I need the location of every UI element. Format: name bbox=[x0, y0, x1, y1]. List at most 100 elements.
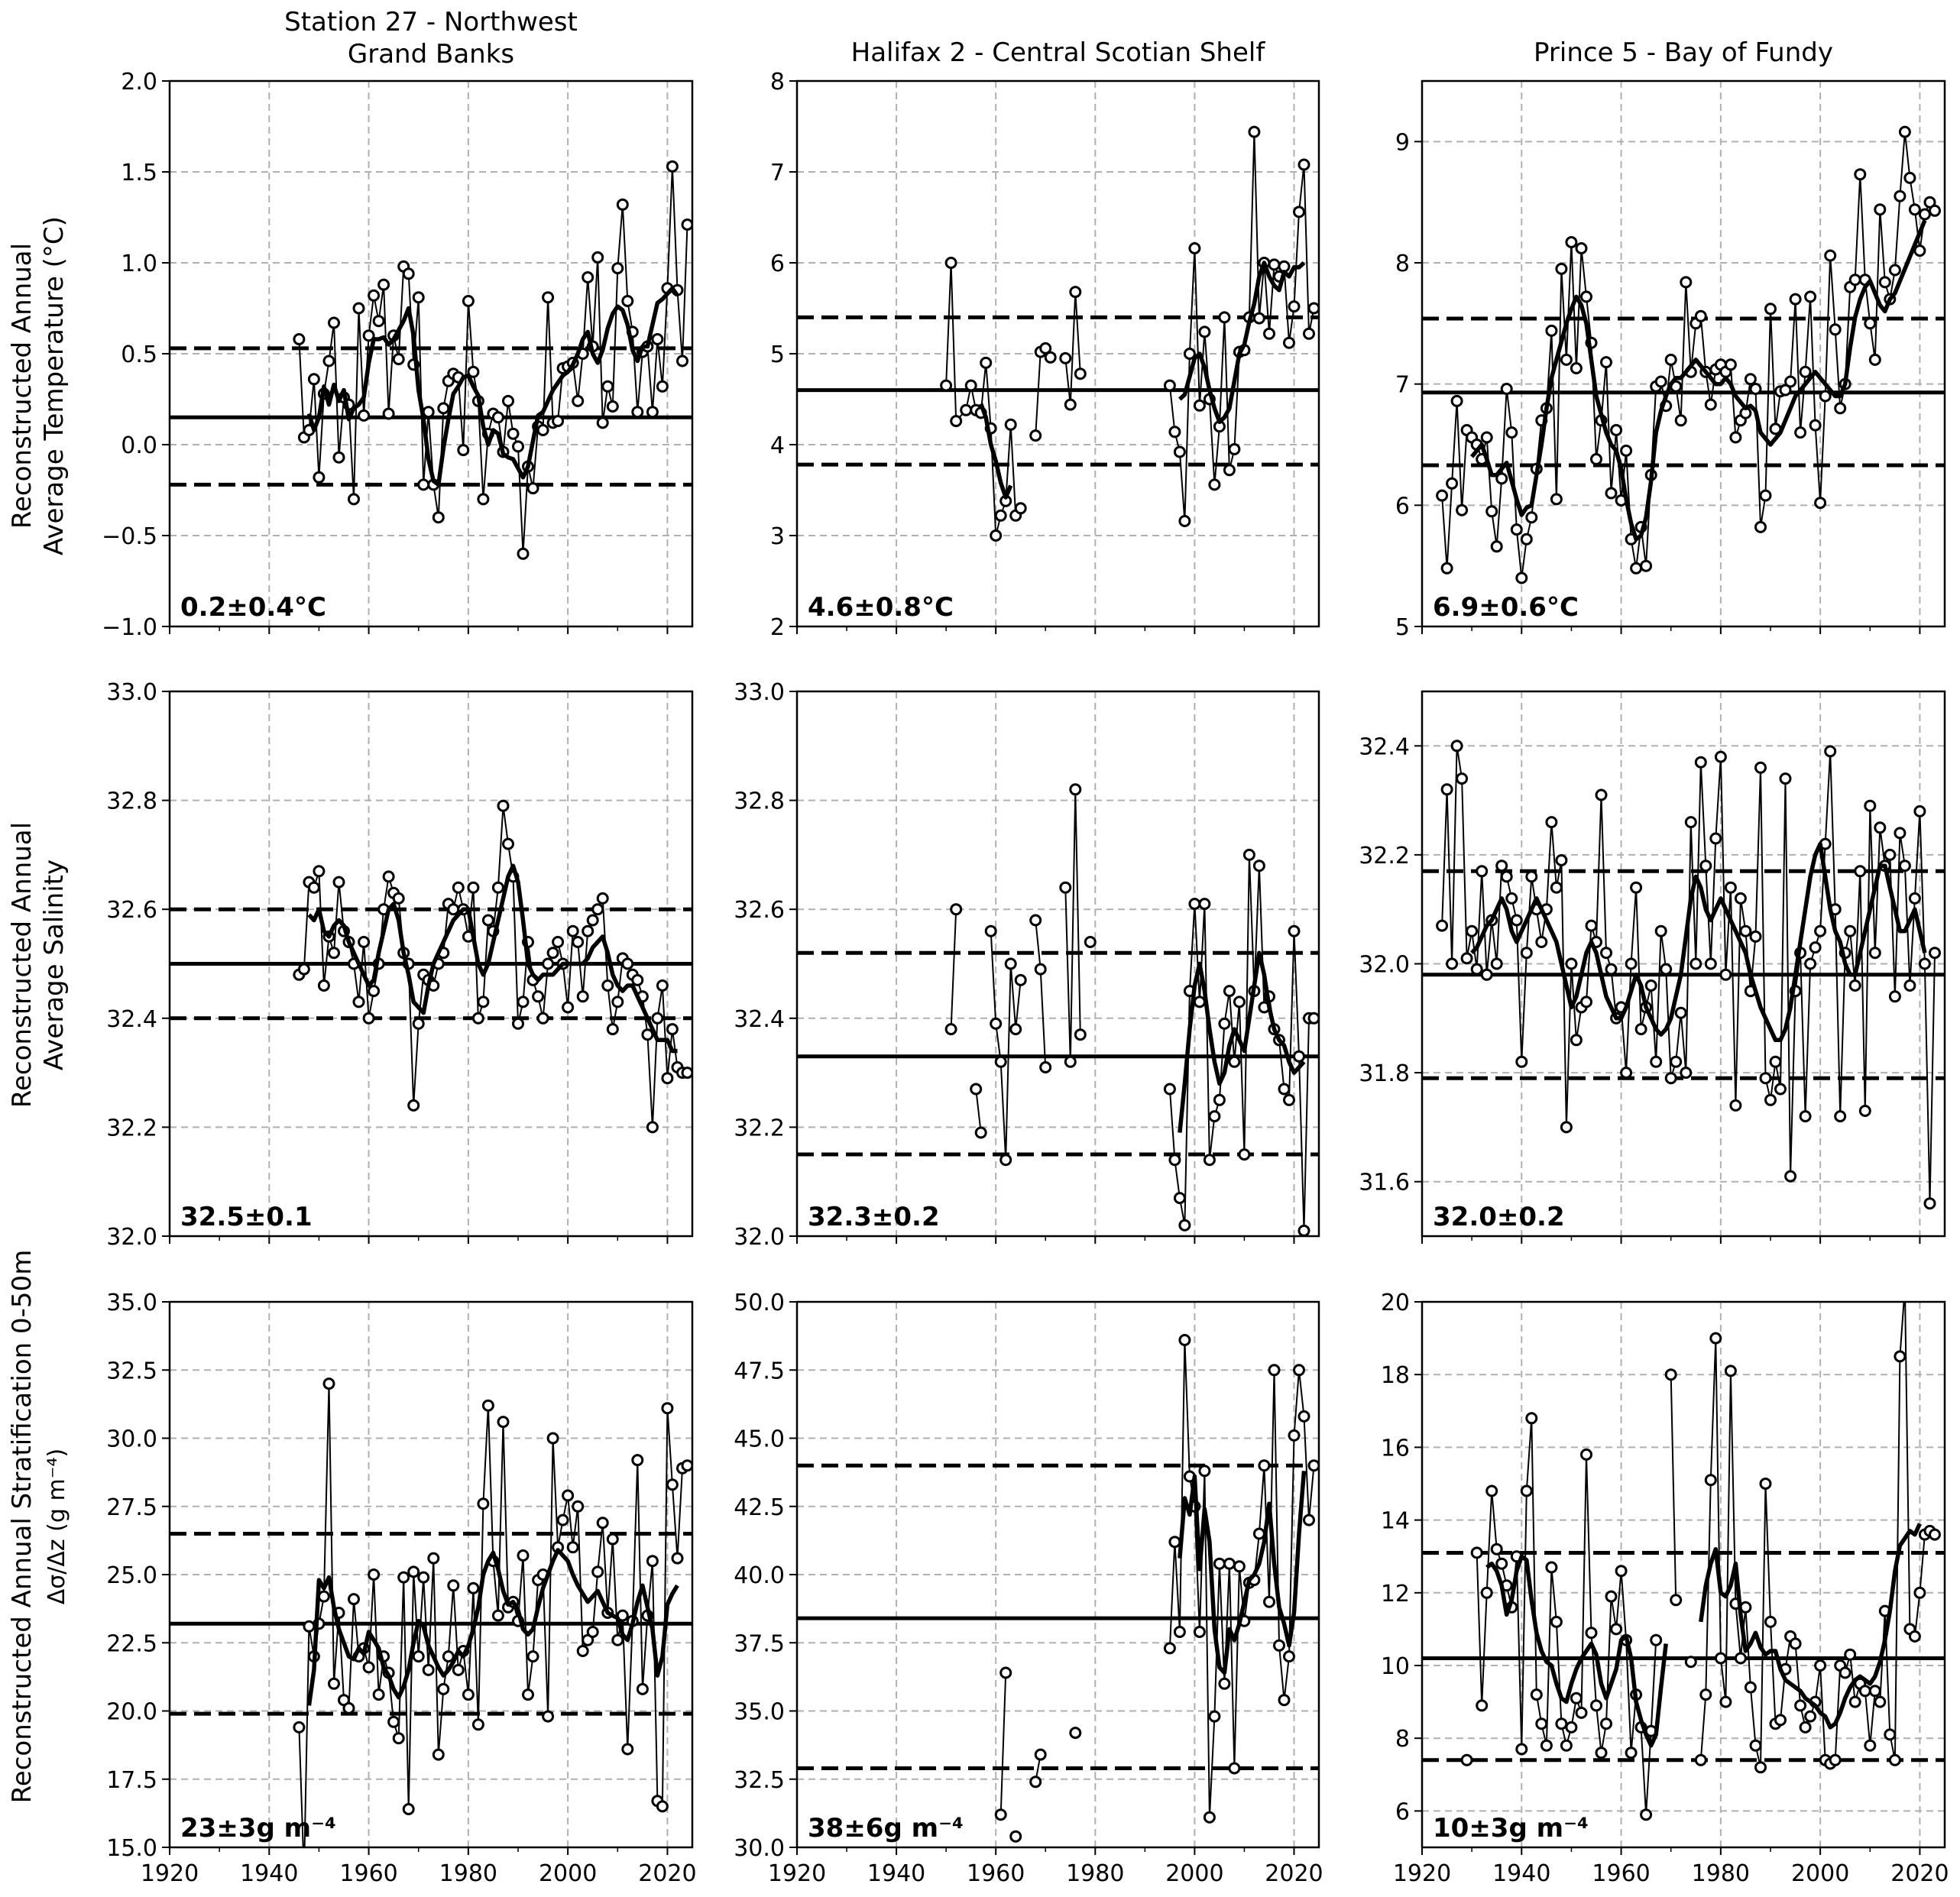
data-point bbox=[1297, 158, 1310, 171]
data-point bbox=[631, 1454, 644, 1467]
y-tick-label: 12 bbox=[1381, 1581, 1410, 1607]
data-point bbox=[437, 402, 450, 415]
data-point bbox=[1029, 914, 1042, 927]
data-point bbox=[1605, 1590, 1618, 1603]
data-point bbox=[1263, 327, 1275, 340]
data-point bbox=[1704, 957, 1717, 970]
data-point bbox=[1208, 478, 1221, 491]
data-point bbox=[1660, 963, 1673, 976]
smoothed-series-line bbox=[1469, 219, 1927, 542]
data-point bbox=[481, 914, 494, 927]
y-tick-label: 32.5 bbox=[734, 1767, 785, 1794]
panel-2-1: 1920 1940 1960 1980 2000 2020 30.0 32.5 35.0 37.5… bbox=[734, 1290, 1323, 1887]
data-point bbox=[1929, 1528, 1941, 1541]
data-point bbox=[1595, 788, 1608, 801]
data-point bbox=[447, 903, 460, 916]
data-point bbox=[1500, 870, 1513, 883]
data-point bbox=[1485, 505, 1498, 518]
data-point bbox=[1884, 848, 1897, 861]
data-point bbox=[297, 963, 310, 976]
data-point bbox=[307, 881, 320, 894]
y-tick-label: 32.5 bbox=[106, 1358, 157, 1384]
data-point bbox=[1450, 740, 1463, 753]
data-point bbox=[1918, 208, 1931, 221]
data-point bbox=[601, 979, 614, 992]
data-point bbox=[1436, 489, 1449, 502]
row-label-temperature-line1: Reconstructed Annual bbox=[7, 243, 37, 529]
data-point bbox=[358, 409, 371, 422]
data-point bbox=[1014, 973, 1027, 986]
data-point bbox=[1749, 383, 1762, 395]
data-point bbox=[467, 365, 480, 378]
y-tick-label: 30.0 bbox=[734, 1835, 785, 1862]
data-point bbox=[328, 1677, 340, 1690]
data-point bbox=[1570, 1691, 1583, 1704]
data-point bbox=[646, 406, 659, 419]
data-point bbox=[1874, 821, 1887, 834]
x-tick-label: 1920 bbox=[141, 1860, 199, 1887]
data-point bbox=[1694, 1753, 1707, 1766]
data-point bbox=[1664, 353, 1677, 366]
panel-2-2: 1920 1940 1960 1980 2000 2020 6 8 10 12 14 16 18 20 10… bbox=[1381, 1290, 1949, 1887]
data-point bbox=[1640, 1808, 1653, 1821]
data-point bbox=[1069, 286, 1082, 299]
data-point bbox=[591, 1565, 604, 1578]
data-point bbox=[467, 1581, 480, 1594]
data-point bbox=[1913, 804, 1926, 817]
panel-title: Halifax 2 - Central Scotian Shelf bbox=[851, 37, 1266, 68]
row-label-salinity-line1: Reconstructed Annual bbox=[7, 822, 37, 1108]
annual-series-line bbox=[999, 1672, 1007, 1815]
data-point bbox=[646, 1121, 659, 1134]
data-point bbox=[666, 1023, 679, 1036]
y-tick-label: 27.5 bbox=[106, 1494, 157, 1521]
data-point bbox=[372, 1688, 385, 1701]
data-point bbox=[1288, 300, 1301, 313]
y-tick-label: 47.5 bbox=[734, 1358, 785, 1384]
data-point bbox=[362, 329, 375, 342]
data-point bbox=[332, 451, 345, 464]
data-point bbox=[1764, 1093, 1777, 1106]
data-point bbox=[477, 493, 490, 506]
x-tick-label: 1980 bbox=[1692, 1860, 1750, 1887]
data-point bbox=[1084, 936, 1097, 948]
data-point bbox=[1794, 1699, 1807, 1712]
y-tick-label: 33.0 bbox=[106, 679, 157, 706]
data-point bbox=[1913, 1586, 1926, 1599]
data-point bbox=[1535, 936, 1548, 948]
data-point bbox=[1450, 394, 1463, 407]
data-point bbox=[437, 1682, 450, 1695]
data-point bbox=[1754, 761, 1767, 774]
annual-series-line bbox=[1064, 291, 1081, 406]
data-point bbox=[542, 957, 555, 970]
data-point bbox=[631, 406, 644, 419]
data-point bbox=[1585, 1627, 1598, 1640]
data-point bbox=[616, 198, 629, 211]
data-point bbox=[1848, 979, 1861, 992]
data-point bbox=[661, 1402, 674, 1415]
data-point bbox=[1436, 919, 1449, 932]
data-point bbox=[582, 924, 594, 937]
data-point bbox=[586, 1626, 599, 1638]
data-point bbox=[1029, 429, 1042, 442]
data-point bbox=[1460, 1753, 1473, 1766]
row-label-stratification-line2: Δσ/Δz (g m⁻⁴) bbox=[44, 1449, 70, 1605]
data-point bbox=[1814, 497, 1827, 510]
panel-2-0: 1920 1940 1960 1980 2000 2020 15.0 17.5 20.0 22.5… bbox=[106, 1290, 696, 1887]
data-point bbox=[1699, 859, 1712, 872]
data-point bbox=[317, 979, 330, 992]
data-point bbox=[950, 903, 963, 916]
y-tick-label: 32.4 bbox=[106, 1006, 157, 1033]
data-point bbox=[1749, 1739, 1762, 1752]
data-point bbox=[1248, 125, 1261, 138]
smoothed-series-line bbox=[1178, 261, 1306, 425]
data-point bbox=[1590, 453, 1602, 465]
data-point bbox=[491, 881, 504, 894]
data-point bbox=[1864, 799, 1877, 812]
data-point bbox=[566, 924, 579, 937]
data-point bbox=[1555, 262, 1568, 275]
data-point bbox=[1918, 957, 1931, 970]
annual-series-line bbox=[1670, 1374, 1677, 1601]
data-point bbox=[591, 903, 604, 916]
data-point bbox=[1480, 431, 1493, 444]
data-point bbox=[1759, 1478, 1772, 1490]
